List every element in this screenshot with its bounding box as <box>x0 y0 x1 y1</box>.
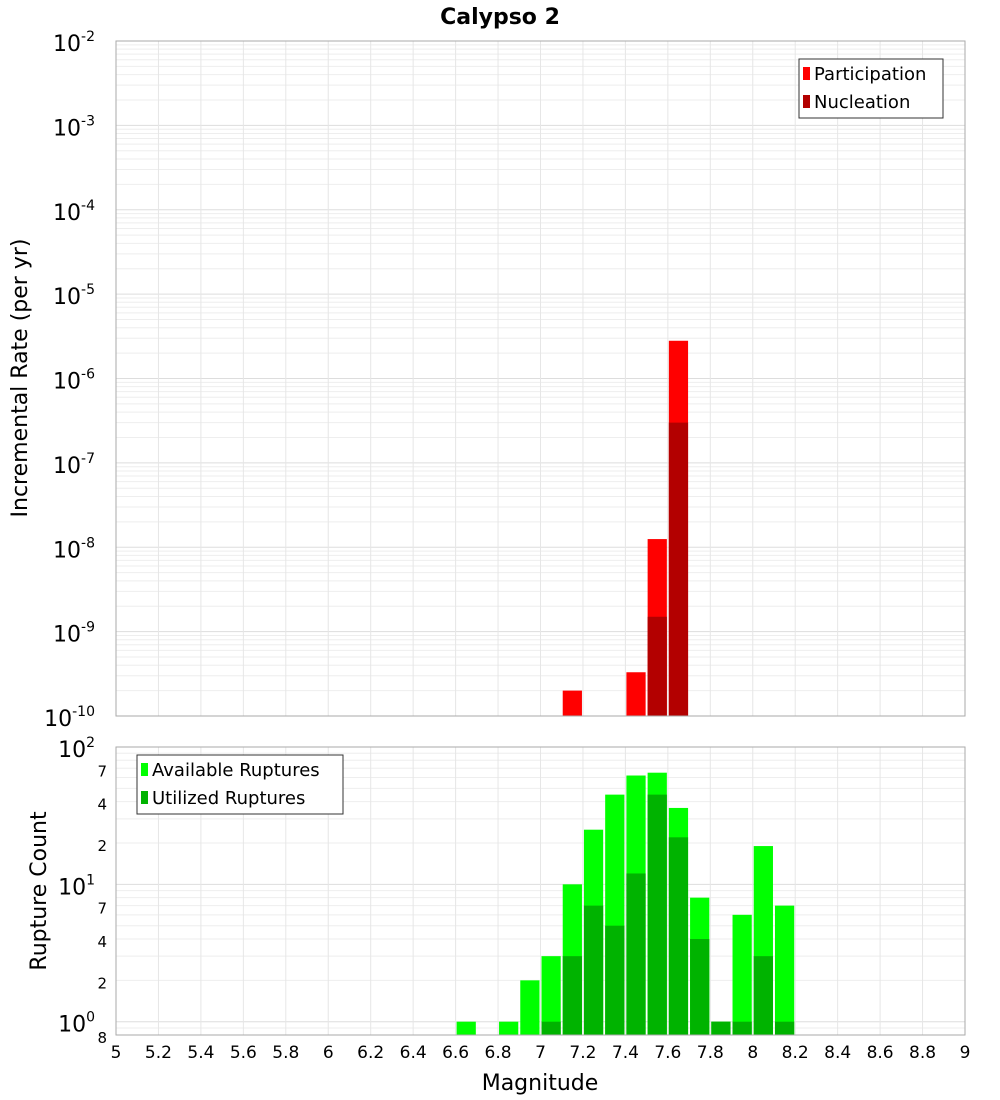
legend-swatch <box>803 95 810 108</box>
x-tick-label: 6.8 <box>485 1043 512 1063</box>
plot-frame <box>115 746 966 1036</box>
bar-participation-0 <box>562 690 582 716</box>
x-tick-label: 7.8 <box>697 1043 724 1063</box>
y-tick-label: 10-7 <box>53 451 95 479</box>
y-tick-label: 10-3 <box>53 113 95 141</box>
bar-utilized-ruptures-3 <box>605 925 625 1035</box>
y-tick-label: 10-5 <box>53 282 95 310</box>
bar-utilized-ruptures-7 <box>690 939 710 1035</box>
y-tick-label: 10-8 <box>53 535 95 563</box>
x-tick-label: 7.2 <box>569 1043 596 1063</box>
x-tick-label: 6.2 <box>357 1043 384 1063</box>
x-tick-label: 7.4 <box>612 1043 639 1063</box>
legend-box <box>798 58 944 119</box>
x-tick-label: 6.6 <box>442 1043 469 1063</box>
y-tick-label: 10-10 <box>44 704 95 732</box>
rate-panel: 10-2 10-3 10-4 10-5 10-6 10-7 10-8 10-9 10-10 Inc… <box>8 29 966 732</box>
bar-utilized-ruptures-2 <box>583 905 604 1035</box>
bar-participation-1 <box>626 672 646 716</box>
legend-entry: Nucleation <box>814 92 910 113</box>
x-tick-label: 7.6 <box>654 1043 681 1063</box>
x-axis-label: Magnitude <box>482 1071 599 1096</box>
y-axis-label: Rupture Count <box>27 811 52 971</box>
legend-box <box>136 754 344 815</box>
x-tick-label: 8.4 <box>824 1043 851 1063</box>
bars <box>456 772 795 1035</box>
x-tick-label: 8.2 <box>782 1043 809 1063</box>
x-tick-label: 5.2 <box>145 1043 172 1063</box>
y-axis-label: Incremental Rate (per yr) <box>8 239 33 518</box>
bar-utilized-ruptures-11 <box>774 1021 795 1035</box>
bars <box>562 340 689 716</box>
bar-nucleation-0 <box>647 616 667 716</box>
bar-available-ruptures-12 <box>732 914 752 1035</box>
y-ticks: 102 101 100 7 4 2 7 4 2 8 <box>58 735 107 1047</box>
y-tick-label: 100 <box>58 1010 95 1038</box>
legend-swatch <box>141 763 148 776</box>
x-tick-label: 8.8 <box>909 1043 936 1063</box>
legend-swatch <box>803 67 810 80</box>
bar-utilized-ruptures-0 <box>541 1021 561 1035</box>
bar-utilized-ruptures-8 <box>711 1021 731 1035</box>
x-tick-label: 8 <box>747 1043 758 1063</box>
bar-available-ruptures-14 <box>774 905 795 1035</box>
x-tick-label: 6.4 <box>400 1043 427 1063</box>
x-tick-label: 5.6 <box>230 1043 257 1063</box>
y-tick-label: 10-4 <box>53 198 95 226</box>
y-tick-label: 10-9 <box>53 620 95 648</box>
bar-available-ruptures-0 <box>456 1021 476 1035</box>
chart-title: Calypso 2 <box>440 5 560 30</box>
y-minor-tick-label: 2 <box>97 974 107 992</box>
bar-utilized-ruptures-4 <box>626 873 646 1035</box>
count-panel: 102 101 100 7 4 2 7 4 2 8 Rupture Count Available R… <box>27 735 966 1047</box>
x-tick-label: 5.8 <box>272 1043 299 1063</box>
y-minor-tick-label: 4 <box>97 933 107 951</box>
y-tick-label: 101 <box>58 872 95 900</box>
bar-available-ruptures-1 <box>499 1021 519 1035</box>
legend-entry: Available Ruptures <box>152 760 320 781</box>
plot-frame <box>115 40 966 717</box>
x-tick-label: 5 <box>111 1043 122 1063</box>
y-minor-tick-label: 2 <box>97 837 107 855</box>
x-tick-label: 7 <box>535 1043 546 1063</box>
x-tick-label: 8.6 <box>867 1043 894 1063</box>
y-tick-label: 102 <box>58 735 95 763</box>
bar-utilized-ruptures-9 <box>732 1021 752 1035</box>
x-tick-label: 9 <box>960 1043 971 1063</box>
bar-utilized-ruptures-6 <box>668 837 689 1035</box>
x-tick-label: 5.4 <box>187 1043 214 1063</box>
bar-utilized-ruptures-10 <box>753 956 773 1035</box>
y-minor-tick-label: 7 <box>97 762 107 780</box>
y-minor-tick-label: 4 <box>97 796 107 814</box>
y-tick-label: 10-6 <box>53 367 95 395</box>
legend-swatch <box>141 791 148 804</box>
y-minor-tick-label: 8 <box>97 1029 107 1047</box>
y-ticks: 10-2 10-3 10-4 10-5 10-6 10-7 10-8 10-9 10-10 <box>44 29 95 732</box>
legend-entry: Participation <box>814 64 926 85</box>
legend: Available Ruptures Utilized Ruptures <box>136 754 344 815</box>
x-tick-label: 6 <box>323 1043 334 1063</box>
y-tick-label: 10-2 <box>53 29 95 57</box>
bar-utilized-ruptures-1 <box>562 956 582 1035</box>
x-axis: 5 5.2 5.4 5.6 5.8 6 6.2 6.4 6.6 6.8 7 7.2 7.4 7.6 7.8 8… <box>111 1043 971 1063</box>
legend-entry: Utilized Ruptures <box>152 788 305 809</box>
gridlines <box>115 41 966 717</box>
bar-utilized-ruptures-5 <box>647 794 667 1035</box>
legend: Participation Nucleation <box>798 58 944 119</box>
bar-nucleation-1 <box>668 422 689 716</box>
y-minor-tick-label: 7 <box>97 900 107 918</box>
bar-available-ruptures-2 <box>520 980 540 1035</box>
bar-available-ruptures-3 <box>541 956 561 1035</box>
